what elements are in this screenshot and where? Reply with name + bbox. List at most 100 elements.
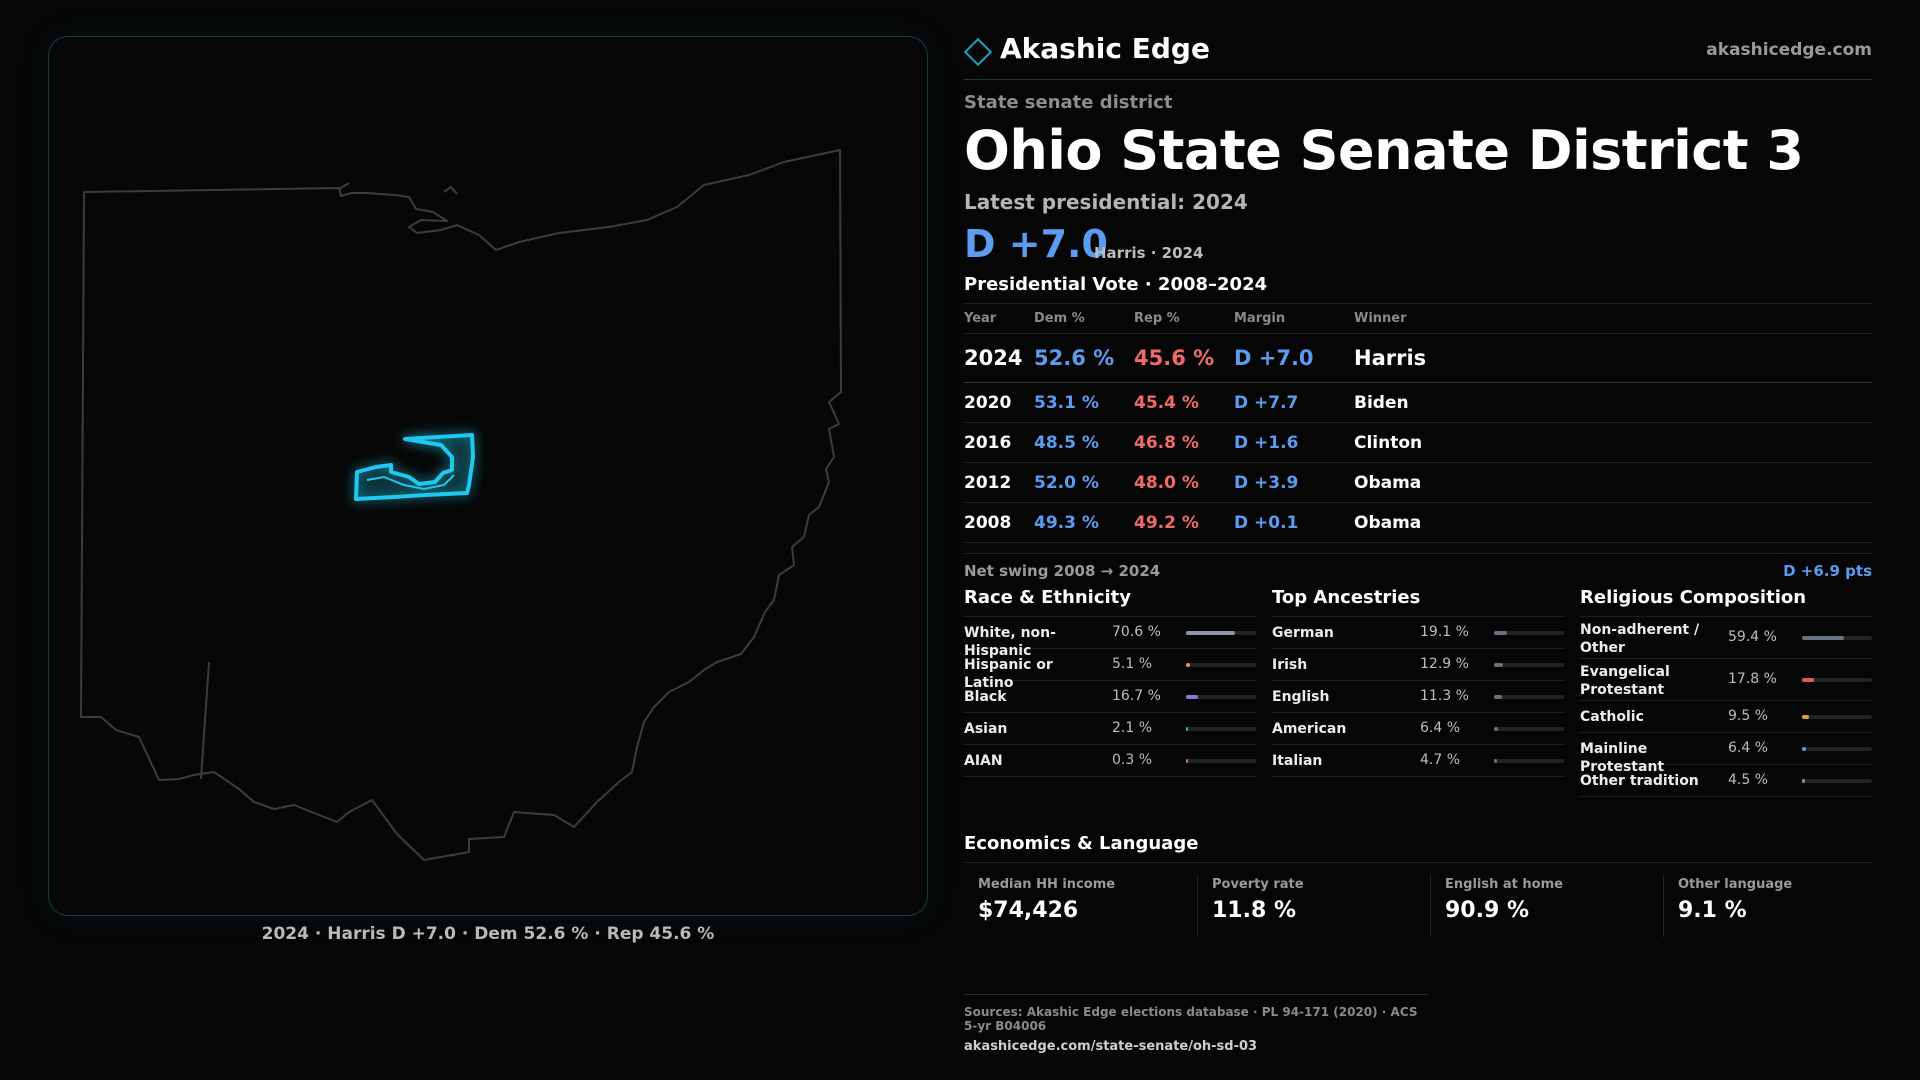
stat-label: Hispanic or Latino xyxy=(964,657,1053,691)
table-row: 2024 52.6 % 45.6 % D +7.0 Harris xyxy=(964,333,1872,383)
cell-rep: 45.6 % xyxy=(1134,333,1234,383)
stat-bar-fill xyxy=(1494,663,1504,667)
race-ethnicity-section: Race & Ethnicity White, non-Hispanic 70.6… xyxy=(964,587,1256,777)
stat-bar-fill xyxy=(1802,715,1809,719)
stat-bar-track xyxy=(1494,695,1564,699)
stat-value: 6.4 % xyxy=(1420,720,1461,736)
header-rep: Rep % xyxy=(1134,304,1234,334)
stat-label: AIAN xyxy=(964,753,1003,769)
stat-label: Black xyxy=(964,689,1007,705)
cell-winner: Biden xyxy=(1354,382,1872,423)
headline-margin: D +7.0 Harris · 2024 xyxy=(964,222,1872,268)
district-highlight-inner xyxy=(366,474,455,491)
stat-bar-fill xyxy=(1802,678,1815,682)
stat-row: Other tradition 4.5 % xyxy=(1580,765,1872,797)
stat-value: 4.7 % xyxy=(1420,752,1461,768)
net-swing-label: Net swing 2008 → 2024 xyxy=(964,562,1161,580)
stat-value: 16.7 % xyxy=(1112,688,1161,704)
stat-label: Asian xyxy=(964,721,1008,737)
cell-winner: Clinton xyxy=(1354,422,1872,463)
stat-bar-track xyxy=(1802,636,1872,640)
stat-value: 6.4 % xyxy=(1728,740,1769,756)
stat-bar-fill xyxy=(1802,636,1844,640)
presidential-vote-table: Year Dem % Rep % Margin Winner 2024 52.6… xyxy=(964,304,1872,543)
stat-row: American 6.4 % xyxy=(1272,713,1564,745)
stat-bar-track xyxy=(1186,759,1256,763)
ancestry-rows: German 19.1 % Irish 12.9 % English 11.3 % Amer… xyxy=(1272,617,1564,777)
stat-value: 17.8 % xyxy=(1728,671,1777,687)
header-margin: Margin xyxy=(1234,304,1354,334)
cell-winner: Obama xyxy=(1354,502,1872,543)
latest-presidential-label: Latest presidential: 2024 xyxy=(964,190,1248,214)
cell-rep: 45.4 % xyxy=(1134,382,1234,423)
stat-bar-fill xyxy=(1186,695,1198,699)
stat-label: Catholic xyxy=(1580,709,1644,725)
info-column: Akashic Edge akashicedge.com State senat… xyxy=(963,30,1872,955)
stat-bar-fill xyxy=(1494,727,1499,731)
stat-bar-fill xyxy=(1186,727,1188,731)
stat-bar-fill xyxy=(1802,747,1807,751)
stat-label: Non-adherent / Other xyxy=(1580,622,1700,656)
table-row: 2020 53.1 % 45.4 % D +7.7 Biden xyxy=(964,382,1872,423)
district-highlight xyxy=(354,433,475,501)
sources-footer: Sources: Akashic Edge elections database… xyxy=(964,994,1428,1054)
lake-island xyxy=(443,185,458,195)
stat-bar-track xyxy=(1802,678,1872,682)
stat-row: Evangelical Protestant 17.8 % xyxy=(1580,659,1872,701)
diamond-logo-icon xyxy=(963,37,993,67)
table-row: 2008 49.3 % 49.2 % D +0.1 Obama xyxy=(964,502,1872,543)
vote-table-title: Presidential Vote · 2008–2024 xyxy=(964,274,1872,304)
stat-bar-fill xyxy=(1186,631,1236,635)
stat-row: AIAN 0.3 % xyxy=(964,745,1256,777)
net-swing: Net swing 2008 → 2024 D +6.9 pts xyxy=(964,553,1872,580)
cell-margin: D +0.1 xyxy=(1234,502,1354,543)
cell-dem: 52.6 % xyxy=(1034,333,1134,383)
stat-card-value: 11.8 % xyxy=(1212,898,1296,923)
stat-bar-track xyxy=(1802,779,1872,783)
cell-margin: D +1.6 xyxy=(1234,422,1354,463)
brand-url[interactable]: akashicedge.com xyxy=(1706,40,1872,60)
map-caption: 2024 · Harris D +7.0 · Dem 52.6 % · Rep … xyxy=(261,924,715,944)
state-outline xyxy=(80,149,842,861)
cell-year: 2016 xyxy=(964,422,1034,463)
stat-value: 70.6 % xyxy=(1112,624,1161,640)
stat-bar-fill xyxy=(1186,759,1188,763)
cell-rep: 46.8 % xyxy=(1134,422,1234,463)
stat-bar-fill xyxy=(1494,631,1508,635)
stat-label: White, non-Hispanic xyxy=(964,625,1056,659)
stat-row: English 11.3 % xyxy=(1272,681,1564,713)
inner-boundary-line xyxy=(200,661,210,780)
religion-rows: Non-adherent / Other 59.4 % Evangelical Pr… xyxy=(1580,617,1872,797)
cell-winner: Harris xyxy=(1354,333,1872,383)
cell-year: 2008 xyxy=(964,502,1034,543)
cell-margin: D +7.7 xyxy=(1234,382,1354,423)
stat-card-other-language: Other language 9.1 % xyxy=(1663,875,1885,937)
stat-value: 9.5 % xyxy=(1728,708,1769,724)
stat-card-label: Median HH income xyxy=(978,877,1116,892)
stat-row: Mainline Protestant 6.4 % xyxy=(1580,733,1872,775)
stat-card-value: $74,426 xyxy=(978,898,1079,923)
stat-value: 59.4 % xyxy=(1728,629,1777,645)
stat-bar-track xyxy=(1186,727,1256,731)
cell-dem: 53.1 % xyxy=(1034,382,1134,423)
table-row: 2012 52.0 % 48.0 % D +3.9 Obama xyxy=(964,462,1872,503)
district-kind: State senate district xyxy=(964,92,1173,113)
demographic-stats: Race & Ethnicity White, non-Hispanic 70.6… xyxy=(964,587,1872,827)
stat-label: American xyxy=(1272,721,1347,737)
cell-winner: Obama xyxy=(1354,462,1872,503)
stat-row: Irish 12.9 % xyxy=(1272,649,1564,681)
stat-row: Asian 2.1 % xyxy=(964,713,1256,745)
source-link[interactable]: akashicedge.com/state-senate/oh-sd-03 xyxy=(964,1039,1258,1054)
stat-value: 4.5 % xyxy=(1728,772,1769,788)
race-rows: White, non-Hispanic 70.6 % Hispanic or Lat… xyxy=(964,617,1256,777)
cell-year: 2020 xyxy=(964,382,1034,423)
stat-bar-fill xyxy=(1494,695,1502,699)
stat-bar-fill xyxy=(1186,663,1190,667)
economics-title: Economics & Language xyxy=(964,833,1872,863)
cell-year: 2012 xyxy=(964,462,1034,503)
map-panel xyxy=(48,36,928,916)
stat-bar-fill xyxy=(1494,759,1498,763)
stat-card-value: 9.1 % xyxy=(1678,898,1747,923)
header-year: Year xyxy=(964,304,1034,334)
stat-bar-fill xyxy=(1802,779,1806,783)
